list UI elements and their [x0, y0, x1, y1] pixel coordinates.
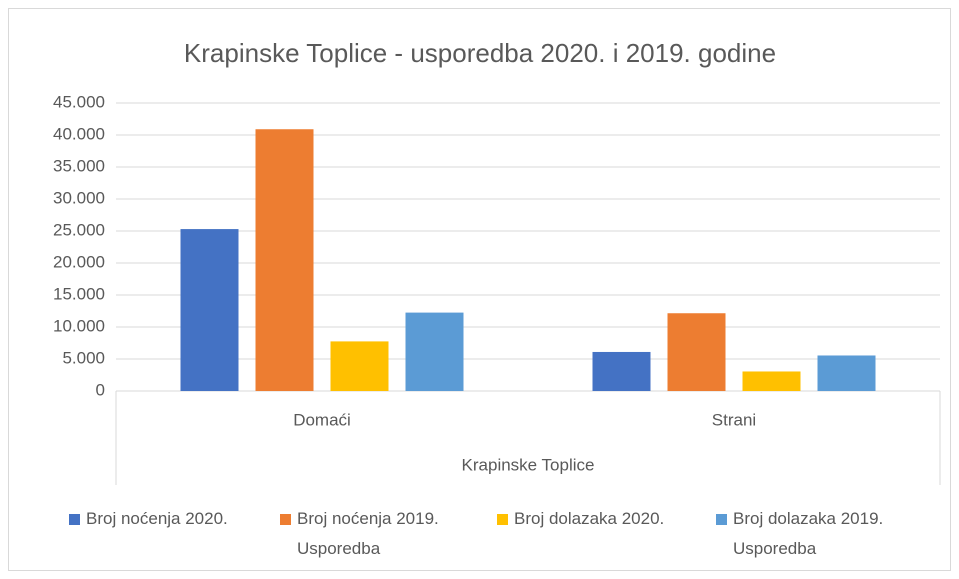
legend-entry: Broj noćenja 2019. Usporedba — [280, 504, 497, 564]
x-tick-label: Strani — [712, 410, 756, 429]
legend-label: Broj noćenja 2020. — [86, 509, 228, 528]
y-tick-label: 30.000 — [53, 188, 105, 207]
x-tick-label: Domaći — [293, 410, 351, 429]
legend-entry: Broj dolazaka 2019. Usporedba — [716, 504, 933, 564]
bar — [817, 355, 876, 391]
y-tick-label: 10.000 — [53, 316, 105, 335]
y-tick-label: 35.000 — [53, 156, 105, 175]
bar — [330, 341, 389, 391]
y-tick-label: 45.000 — [53, 92, 105, 111]
legend-label: Broj noćenja 2019. Usporedba — [297, 509, 439, 558]
y-tick-label: 0 — [96, 380, 105, 399]
legend-swatch — [497, 514, 508, 525]
chart-title: Krapinske Toplice - usporedba 2020. i 20… — [184, 38, 776, 68]
y-tick-label: 5.000 — [62, 348, 105, 367]
legend-label: Broj dolazaka 2020. — [514, 509, 665, 528]
legend-label: Broj dolazaka 2019. Usporedba — [733, 509, 884, 558]
chart-border — [8, 8, 951, 571]
y-tick-label: 20.000 — [53, 252, 105, 271]
x-axis-group-label: Krapinske Toplice — [462, 455, 595, 474]
legend-swatch — [716, 514, 727, 525]
legend-entry: Broj noćenja 2020. — [69, 504, 286, 534]
y-tick-label: 40.000 — [53, 124, 105, 143]
bar — [180, 229, 239, 391]
y-tick-label: 25.000 — [53, 220, 105, 239]
bar — [667, 313, 726, 391]
bar — [405, 312, 464, 391]
legend-swatch — [69, 514, 80, 525]
bar — [592, 351, 651, 391]
y-tick-label: 15.000 — [53, 284, 105, 303]
legend-swatch — [280, 514, 291, 525]
legend-entry: Broj dolazaka 2020. — [497, 504, 714, 534]
legend: Broj noćenja 2020. Broj noćenja 2019. Usp… — [0, 504, 959, 574]
bar — [742, 371, 801, 391]
bar — [255, 129, 314, 392]
